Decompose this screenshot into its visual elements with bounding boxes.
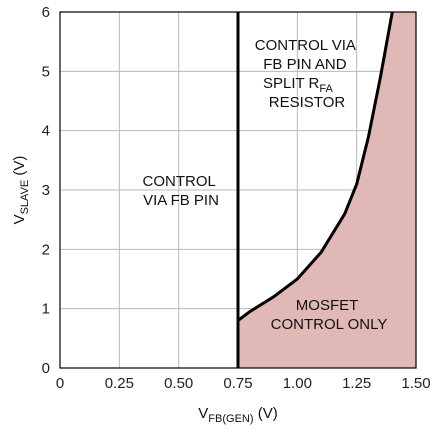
x-tick-label: 0 xyxy=(56,375,64,392)
region-label-mosfet: MOSFET CONTROL ONLY xyxy=(271,297,388,333)
y-tick-label: 1 xyxy=(42,301,50,318)
y-tick-label: 0 xyxy=(42,360,50,377)
x-tick-label: 0.50 xyxy=(164,375,193,392)
y-tick-labels: 0 1 2 3 4 5 6 xyxy=(42,4,50,377)
mosfet-region-shade xyxy=(238,12,416,368)
x-tick-label: 0.75 xyxy=(223,375,252,392)
y-tick-label: 3 xyxy=(42,182,50,199)
y-tick-label: 6 xyxy=(42,4,50,21)
y-axis-label: VSLAVE (V) xyxy=(11,156,31,225)
x-axis-label: VFB(GEN) (V) xyxy=(198,405,277,425)
region-label-split-resistor: CONTROL VIA FB PIN AND SPLIT RFA RESISTO… xyxy=(255,37,359,111)
y-tick-label: 2 xyxy=(42,241,50,258)
y-tick-label: 5 xyxy=(42,63,50,80)
region-label-fb-pin: CONTROL VIA FB PIN xyxy=(143,173,220,209)
series-curve xyxy=(237,11,394,322)
x-tick-label: 1.00 xyxy=(283,375,312,392)
x-tick-labels: 0 0.25 0.50 0.75 1.00 1.25 1.50 xyxy=(56,375,431,392)
y-tick-label: 4 xyxy=(42,123,50,140)
x-tick-label: 1.50 xyxy=(401,375,430,392)
x-tick-label: 0.25 xyxy=(105,375,134,392)
plot-frame xyxy=(59,11,417,369)
x-tick-label: 1.25 xyxy=(342,375,371,392)
